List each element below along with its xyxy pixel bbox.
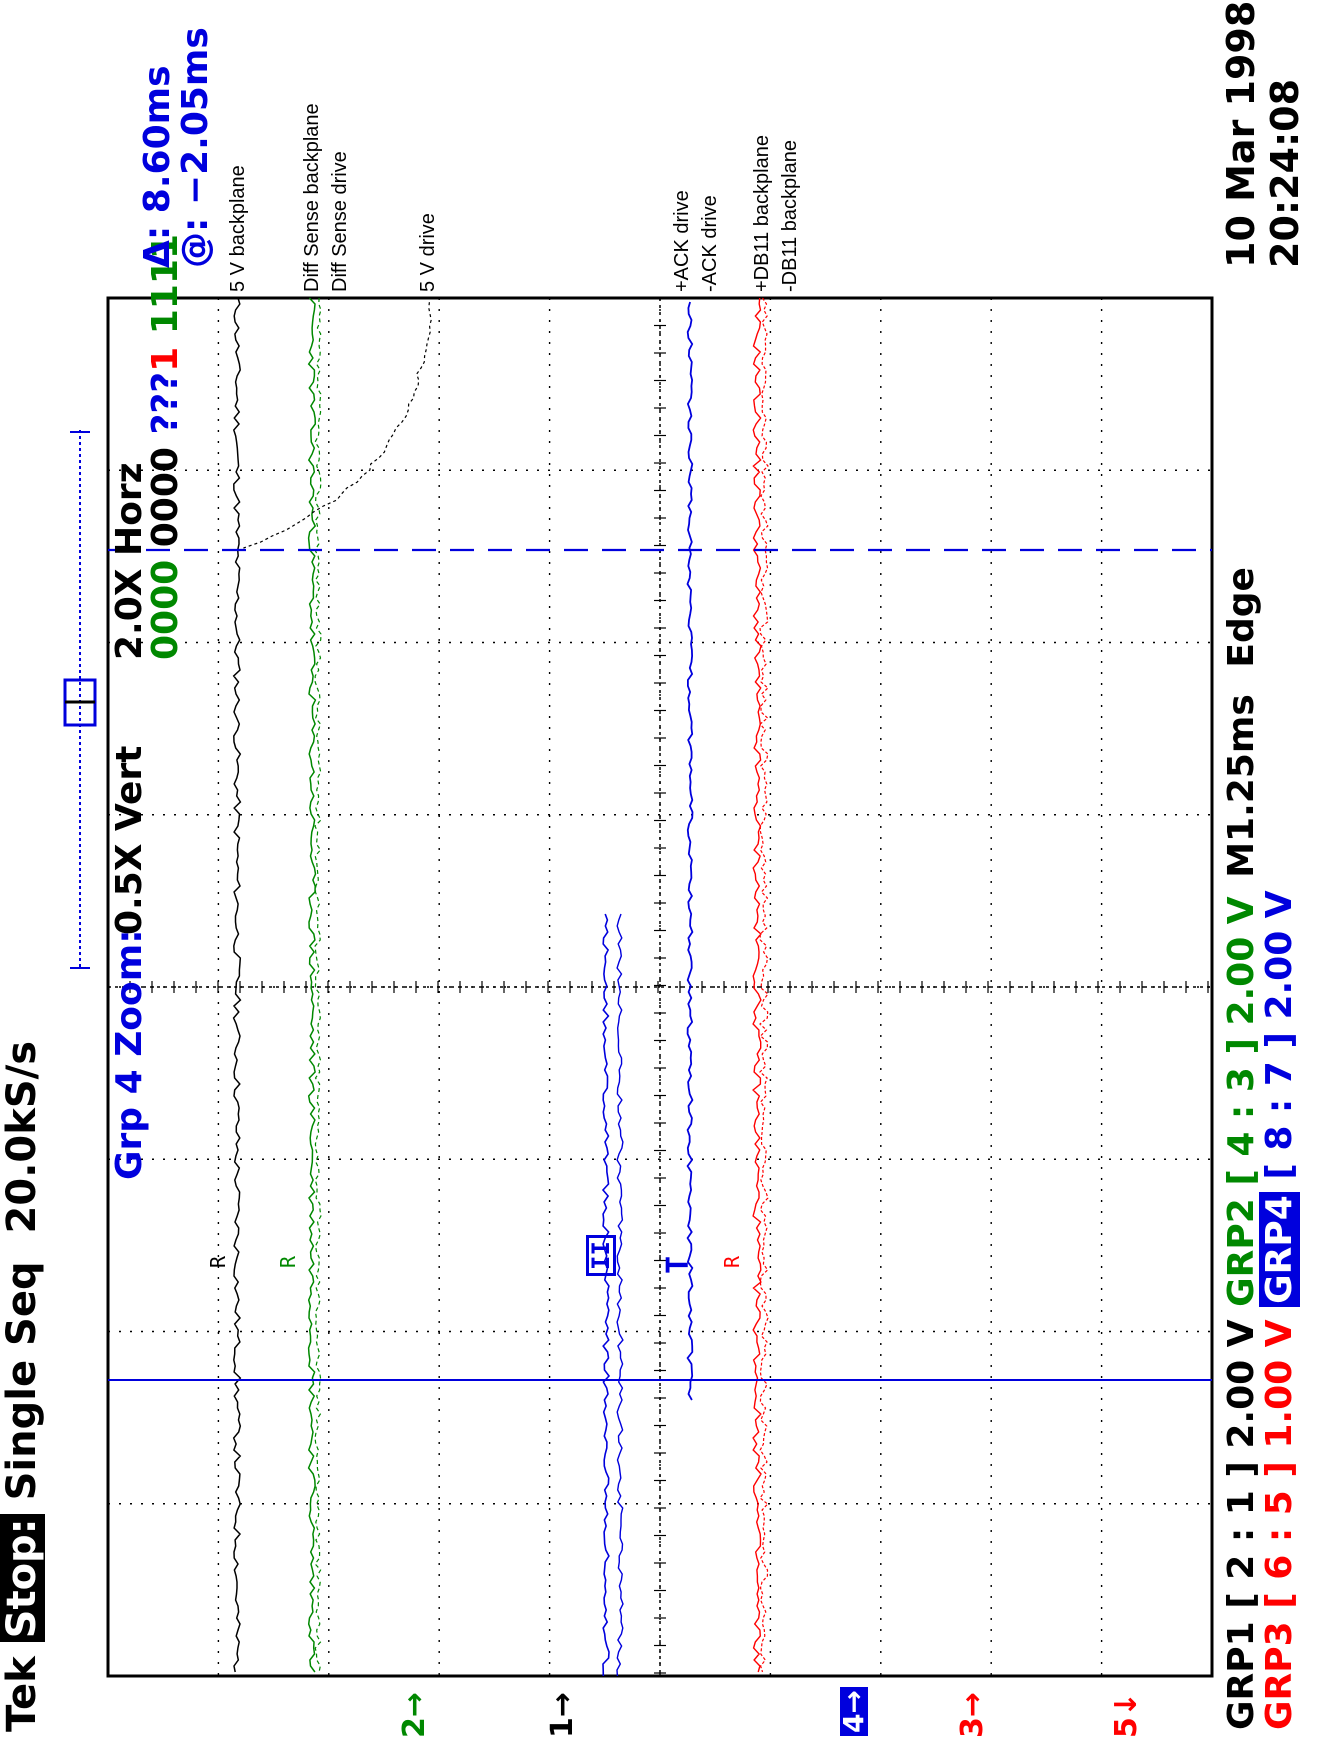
bus-value-2: 0000 bbox=[145, 447, 186, 560]
channel-marker-3: 3→ bbox=[955, 1691, 990, 1738]
grp3-channels: [ 6 : 5 ] bbox=[1259, 1461, 1300, 1609]
run-state-badge: Stop: bbox=[0, 1514, 45, 1643]
ref-marker-red: R bbox=[720, 1255, 744, 1268]
label-diff-sense-drive: Diff Sense drive bbox=[329, 151, 351, 292]
acquisition-mode: Single Seq bbox=[0, 1261, 45, 1501]
zoom-group: Grp 4 bbox=[109, 1069, 150, 1180]
channel-marker-4: 4→ bbox=[837, 1687, 870, 1736]
bus-value-4: 1 bbox=[145, 346, 186, 372]
cursors bbox=[108, 548, 1212, 1381]
ref-marker-blue-box: II bbox=[586, 1235, 616, 1276]
trace-5v-drive bbox=[243, 301, 432, 549]
brand-label: Tek bbox=[0, 1656, 45, 1732]
grp1-volts: 2.00 V bbox=[1221, 1319, 1262, 1449]
waveform-traces bbox=[232, 297, 769, 1677]
channel-marker-5: 5↓ bbox=[1109, 1691, 1144, 1738]
grp2-label: GRP2 bbox=[1221, 1198, 1262, 1307]
trigger-position-indicator bbox=[63, 430, 97, 970]
cursor-delta: Δ: 8.60ms bbox=[137, 65, 178, 268]
label-5v-drive: 5 V drive bbox=[417, 213, 439, 292]
grp1-label: GRP1 bbox=[1221, 1621, 1262, 1730]
trace-ack-plus bbox=[601, 913, 611, 1677]
bus-values: 0000 0000 ???1 1111 bbox=[145, 234, 186, 660]
zoom-label: Zoom: bbox=[109, 929, 150, 1057]
grp4-channels: [ 8 : 7 ] bbox=[1259, 1032, 1300, 1180]
grp4-volts: 2.00 V bbox=[1259, 890, 1300, 1020]
date: 10 Mar 1998 bbox=[1219, 0, 1263, 268]
grid-lines bbox=[107, 297, 1212, 1676]
trace-ack-minus bbox=[686, 301, 694, 1401]
ref-marker-green: R bbox=[276, 1255, 300, 1268]
trigger-type: Edge bbox=[1221, 567, 1262, 668]
sample-rate: 20.0kS/s bbox=[0, 1040, 45, 1234]
trace-5v-backplane bbox=[232, 297, 242, 1673]
label-db11-minus: -DB11 backplane bbox=[779, 140, 801, 292]
trace-diff-sense-backplane bbox=[307, 297, 317, 1673]
channel-marker-1: 1→ bbox=[545, 1691, 580, 1738]
zoom-vert: 0.5X Vert bbox=[109, 745, 150, 935]
ref-marker-blue-t: T bbox=[661, 1255, 696, 1274]
bus-value-1: 0000 bbox=[145, 559, 186, 660]
grp1-channels: [ 2 : 1 ] bbox=[1221, 1461, 1262, 1609]
status-bar: Tek Stop: Single Seq 20.0kS/s bbox=[0, 1040, 45, 1732]
time: 20:24:08 bbox=[1263, 78, 1307, 268]
zoom-horz: 2.0X Horz bbox=[109, 462, 150, 660]
ref-marker-black: R bbox=[206, 1255, 230, 1268]
label-5v-backplane: 5 V backplane bbox=[227, 165, 249, 292]
datetime: 10 Mar 1998 20:24:08 bbox=[1219, 0, 1307, 268]
grp3-readout: GRP3 [ 6 : 5 ] 1.00 V GRP4 [ 8 : 7 ] 2.0… bbox=[1259, 890, 1300, 1730]
trace-db11-plus bbox=[752, 297, 762, 1673]
grp2-volts: 2.00 V bbox=[1221, 896, 1262, 1026]
trace-ack-minus-low bbox=[616, 913, 624, 1677]
cursor-position: @: −2.05ms bbox=[175, 27, 216, 268]
cursor-readout: Δ: 8.60ms @: −2.05ms bbox=[137, 27, 216, 268]
grp3-volts: 1.00 V bbox=[1259, 1319, 1300, 1449]
grp4-label: GRP4 bbox=[1259, 1192, 1300, 1307]
grp2-channels: [ 4 : 3 ] bbox=[1221, 1038, 1262, 1186]
trace-db11-minus bbox=[759, 297, 769, 1673]
trace-diff-sense-drive bbox=[314, 297, 322, 1673]
grp1-readout: GRP1 [ 2 : 1 ] 2.00 V GRP2 [ 4 : 3 ] 2.0… bbox=[1221, 567, 1262, 1730]
label-diff-sense-backplane: Diff Sense backplane bbox=[301, 103, 323, 292]
timebase: M1.25ms bbox=[1221, 694, 1262, 878]
grp3-label: GRP3 bbox=[1259, 1621, 1300, 1730]
zoom-info: Grp 4 Zoom: bbox=[109, 929, 150, 1180]
channel-marker-2: 2→ bbox=[397, 1691, 432, 1738]
label-ack-plus: +ACK drive bbox=[671, 190, 693, 292]
label-ack-minus: -ACK drive bbox=[699, 195, 721, 292]
bus-value-3: ??? bbox=[145, 371, 186, 448]
label-db11-plus: +DB11 backplane bbox=[751, 135, 773, 292]
